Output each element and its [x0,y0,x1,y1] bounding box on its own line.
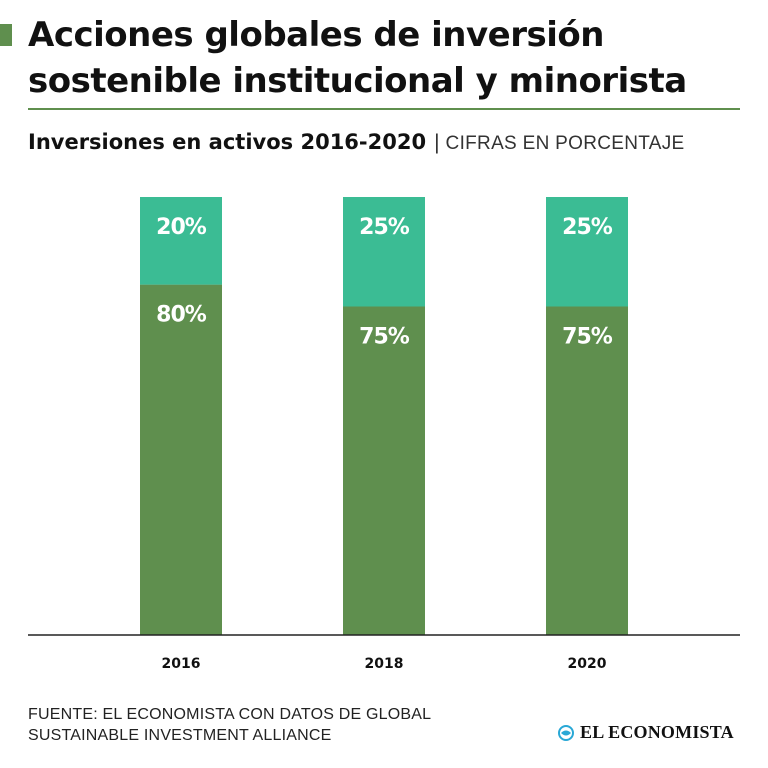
chart-title: Acciones globales de inversión sostenibl… [28,12,748,104]
source-line-1: FUENTE: EL ECONOMISTA CON DATOS DE GLOBA… [28,706,432,723]
bar-segment-2020-top [546,197,628,307]
bar-value-label-2016-bottom: 80% [156,303,207,328]
globe-icon [558,724,574,741]
source-note: FUENTE: EL ECONOMISTA CON DATOS DE GLOBA… [28,704,498,746]
subtitle-separator: | [434,131,440,154]
stacked-bar-chart: 80% 20% 2016 75% 25% 2018 75% 25% 2020 [28,197,740,672]
source-line-2: SUSTAINABLE INVESTMENT ALLIANCE [28,727,332,744]
bar-segment-2018-bottom [343,306,425,635]
x-tick-label-2016: 2016 [162,656,201,672]
brand-name: EL ECONOMISTA [580,722,734,742]
title-divider [28,108,740,110]
bar-segment-2016-top [140,197,222,285]
bar-segment-2018-top [343,197,425,307]
bar-value-label-2018-bottom: 75% [359,325,410,350]
title-line-1: Acciones globales de inversión [28,15,604,55]
title-line-2: sostenible institucional y minorista [28,61,687,101]
bar-value-label-2018-top: 25% [359,215,410,240]
x-tick-label-2018: 2018 [365,656,404,672]
bar-segment-2016-bottom [140,284,222,635]
bar-value-label-2016-top: 20% [156,215,207,240]
bar-value-label-2020-top: 25% [562,215,613,240]
title-accent-block [0,24,12,46]
brand-logo: EL ECONOMISTA [558,722,734,743]
subtitle-row: Inversiones en activos 2016-2020 | CIFRAS … [28,130,748,155]
units-note: CIFRAS EN PORCENTAJE [445,133,685,154]
x-tick-label-2020: 2020 [568,656,607,672]
bar-value-label-2020-bottom: 75% [562,325,613,350]
chart-subtitle: Inversiones en activos 2016-2020 [28,130,427,154]
bar-segment-2020-bottom [546,306,628,635]
